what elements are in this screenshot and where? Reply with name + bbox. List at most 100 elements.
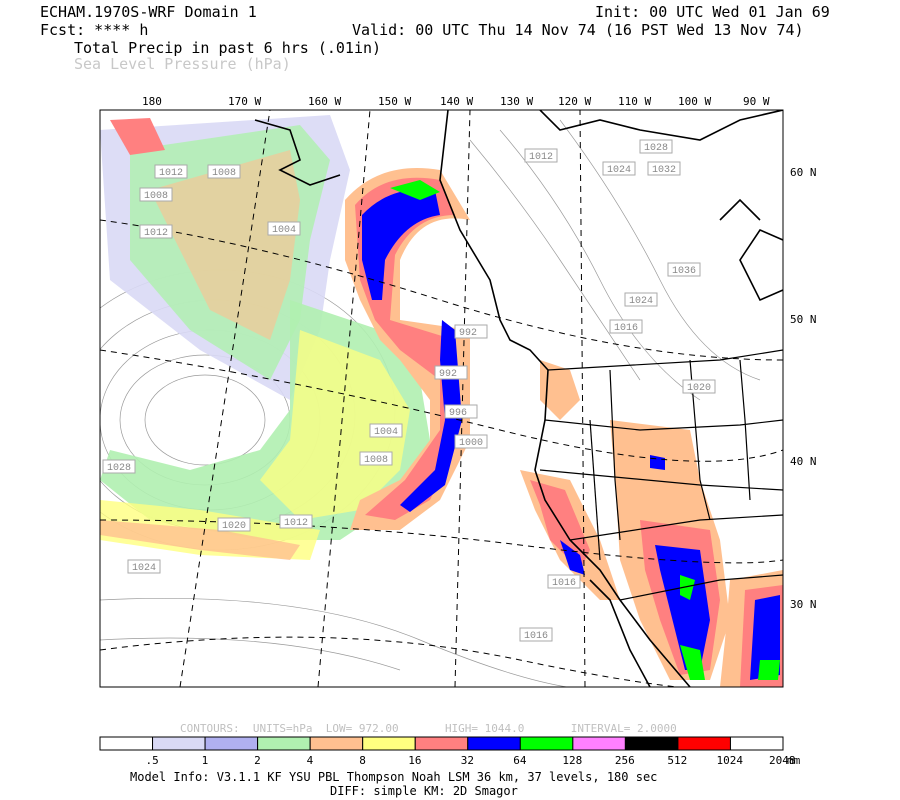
pressure-labels: 1012 1024 1032 1028 1036 1024 1016 1020 …: [102, 139, 716, 642]
pressure-label: 1004: [267, 221, 301, 236]
colorbar-swatch: [467, 736, 521, 751]
colorbar: [99, 736, 784, 751]
lat-label: 50 N: [790, 313, 817, 326]
pressure-label-text: 1008: [212, 168, 236, 179]
pressure-label-text: 1024: [629, 296, 653, 307]
pressure-label: 1024: [127, 559, 161, 574]
colorbar-tick-label: 512: [667, 754, 688, 767]
pressure-label-text: 992: [459, 328, 477, 339]
pressure-label: 1012: [154, 164, 188, 179]
pressure-label-text: 1028: [107, 463, 131, 474]
lon-label: 150 W: [378, 95, 412, 108]
diff-info: DIFF: simple KM: 2D Smagor: [330, 784, 518, 798]
colorbar-tick-label: 1: [201, 754, 209, 767]
pressure-label-text: 1012: [529, 152, 553, 163]
lon-label: 90 W: [743, 95, 770, 108]
colorbar-swatch: [519, 736, 574, 751]
model-title: ECHAM.1970S-WRF Domain 1: [40, 3, 257, 21]
lon-label: 110 W: [618, 95, 652, 108]
contour-high: HIGH= 1044.0: [444, 722, 525, 735]
pressure-label: 1016: [609, 319, 643, 334]
colorbar-tick-label: 2: [254, 754, 261, 767]
pressure-label: 1012: [279, 514, 313, 529]
pressure-label: 992: [434, 365, 468, 380]
pressure-label-text: 1020: [687, 383, 711, 394]
colorbar-swatch: [624, 736, 679, 751]
colorbar-swatch: [572, 736, 626, 751]
pressure-label: 1004: [369, 423, 403, 438]
colorbar-swatch: [204, 736, 259, 751]
pressure-label-text: 1016: [524, 631, 548, 642]
colorbar-swatch: [152, 736, 206, 751]
lon-label: 100 W: [678, 95, 712, 108]
pressure-label: 1028: [639, 139, 673, 154]
pressure-label-text: 1036: [672, 266, 696, 277]
pressure-label-text: 1012: [144, 228, 168, 239]
colorbar-swatch: [362, 736, 416, 751]
lat-label: 40 N: [790, 455, 817, 468]
forecast-hour: Fcst: **** h: [40, 21, 149, 39]
colorbar-units: mm: [787, 754, 801, 767]
pressure-label-text: 1032: [652, 165, 676, 176]
coastlines: [254, 110, 783, 687]
pressure-label: 1008: [359, 451, 393, 466]
pressure-label: 1020: [682, 379, 716, 394]
init-time: Init: 00 UTC Wed 01 Jan 69: [595, 3, 830, 21]
pressure-label-text: 1016: [614, 323, 638, 334]
pressure-label-text: 1020: [222, 521, 246, 532]
pressure-label-text: 1008: [364, 455, 388, 466]
colorbar-tick-label: 4: [306, 754, 314, 767]
colorbar-tick-label: 128: [562, 754, 583, 767]
pressure-label-text: 1016: [552, 578, 576, 589]
valid-time: Valid: 00 UTC Thu 14 Nov 74 (16 PST Wed …: [352, 21, 804, 39]
pressure-label: 992: [454, 324, 488, 339]
pressure-label: 1024: [624, 292, 658, 307]
pressure-label: 1024: [602, 161, 636, 176]
contour-units: UNITS=hPa: [252, 722, 313, 735]
colorbar-swatch: [414, 736, 469, 751]
lon-label: 140 W: [440, 95, 474, 108]
field-title-precip: Total Precip in past 6 hrs (.01in): [74, 39, 382, 57]
colorbar-tick-label: 16: [408, 754, 422, 767]
colorbar-tick-label: 64: [513, 754, 527, 767]
lon-label: 120 W: [558, 95, 592, 108]
map-frame: [99, 109, 784, 688]
contour-info: CONTOURS: UNITS=hPa LOW= 972.00 HIGH= 10…: [180, 722, 677, 735]
pressure-label-text: 1012: [284, 518, 308, 529]
lon-label: 160 W: [308, 95, 342, 108]
pressure-label-text: 1000: [459, 438, 483, 449]
pressure-label: 1012: [524, 148, 558, 163]
pressure-label-text: 1004: [272, 225, 296, 236]
pressure-label-text: 1024: [132, 563, 156, 574]
pressure-label: 1016: [547, 574, 581, 589]
pressure-label-text: 1004: [374, 427, 398, 438]
colorbar-tick-label: 256: [614, 754, 635, 767]
pressure-label: 996: [444, 404, 478, 419]
colorbar-tick-label: 2048: [769, 754, 796, 767]
pressure-label-text: 1024: [607, 165, 631, 176]
model-info: Model Info: V3.1.1 KF YSU PBL Thompson N…: [130, 770, 658, 784]
contour-interval: INTERVAL= 2.0000: [570, 722, 677, 735]
lon-label: 170 W: [228, 95, 262, 108]
pressure-label: 1032: [647, 161, 681, 176]
pressure-label: 1036: [667, 262, 701, 277]
contour-label: CONTOURS:: [180, 722, 240, 735]
lon-label: 130 W: [500, 95, 534, 108]
pressure-label-text: 1012: [159, 168, 183, 179]
colorbar-tick-label: .5: [145, 754, 159, 767]
state-borders: [539, 349, 783, 601]
pressure-label-text: 992: [439, 369, 457, 380]
lon-label: 180: [142, 95, 162, 108]
pressure-label: 1000: [454, 434, 488, 449]
colorbar-tick-label: 8: [359, 754, 366, 767]
colorbar-swatch: [729, 736, 784, 751]
precip-swath-light: [100, 115, 430, 560]
colorbar-swatch: [677, 736, 731, 751]
map-layers: [100, 110, 783, 687]
pressure-label: 1012: [139, 224, 173, 239]
colorbar-tick-label: 32: [460, 754, 475, 767]
pressure-label-text: 996: [449, 408, 467, 419]
colorbar-swatch: [99, 736, 154, 751]
pressure-label-text: 1028: [644, 143, 668, 154]
